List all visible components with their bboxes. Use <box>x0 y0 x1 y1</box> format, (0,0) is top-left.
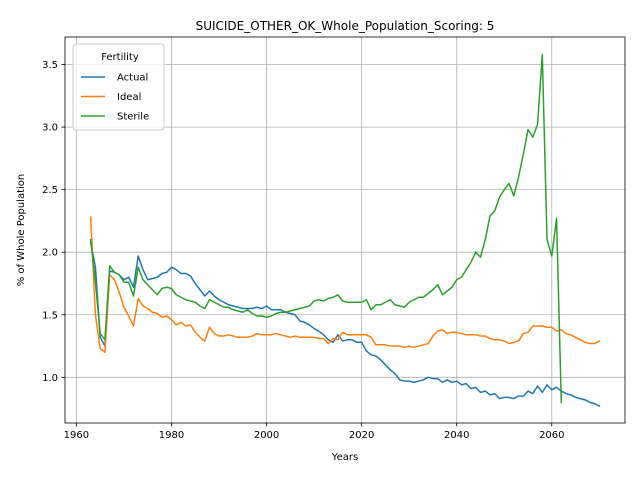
series-line-ideal <box>89 216 601 354</box>
x-tick-label: 2060 <box>539 430 564 441</box>
chart-title: SUICIDE_OTHER_OK_Whole_Population_Scorin… <box>196 19 495 33</box>
x-tick-label: 2040 <box>444 430 469 441</box>
legend-label-actual: Actual <box>117 73 148 84</box>
legend-title: Fertility <box>101 52 139 63</box>
x-axis-ticks: 1960 1980 2000 2020 2040 2060 <box>64 423 565 441</box>
y-tick-label: 2.5 <box>42 185 58 196</box>
legend-label-sterile: Sterile <box>117 112 149 123</box>
series-line-sterile <box>89 53 563 404</box>
y-tick-label: 1.0 <box>42 373 58 384</box>
legend-label-ideal: Ideal <box>117 92 141 103</box>
legend-box <box>72 43 165 131</box>
x-axis-label: Years <box>331 452 358 463</box>
y-axis-ticks: 1.0 1.5 2.0 2.5 3.0 3.5 <box>42 60 65 384</box>
x-tick-label: 2020 <box>349 430 374 441</box>
series-layer <box>89 53 601 408</box>
y-axis-label: % of Whole Population <box>16 174 27 287</box>
x-tick-label: 1980 <box>159 430 184 441</box>
x-tick-label: 1960 <box>64 430 89 441</box>
y-tick-label: 2.0 <box>42 248 58 259</box>
x-tick-label: 2000 <box>254 430 279 441</box>
y-tick-label: 1.5 <box>42 310 58 321</box>
plot-frame <box>64 36 626 424</box>
legend: Fertility Actual Ideal Sterile <box>72 43 165 131</box>
series-line-actual <box>89 241 601 408</box>
y-tick-label: 3.5 <box>42 60 58 71</box>
y-tick-label: 3.0 <box>42 123 58 134</box>
